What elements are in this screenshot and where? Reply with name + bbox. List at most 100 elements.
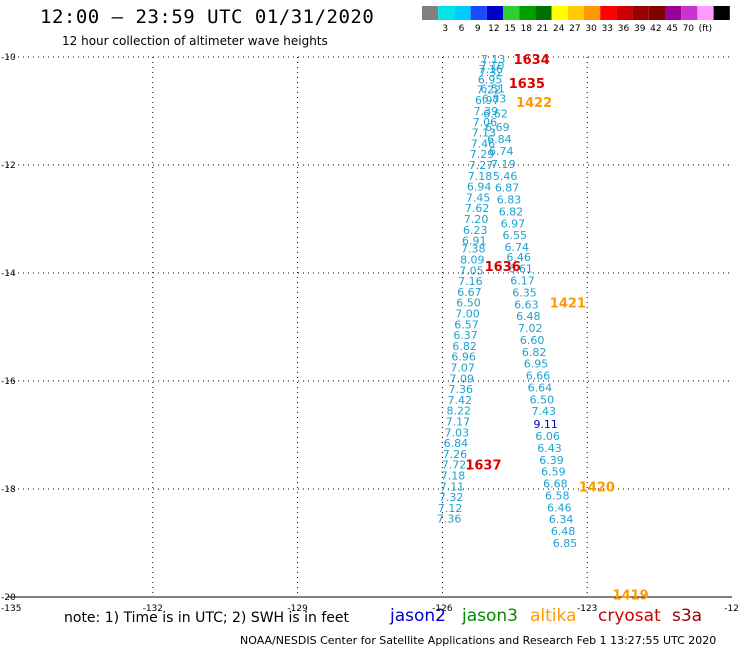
swh-reading: 7.11 — [440, 480, 465, 493]
swh-reading: 6.57 — [454, 318, 479, 331]
swh-reading: 7.45 — [466, 191, 491, 204]
lat-tick-label: -10 — [1, 53, 16, 63]
swh-reading: 6.51 — [480, 82, 505, 95]
lat-lon-grid — [8, 56, 732, 598]
color-legend: 3 6 9 12 15 18 21 24 27 30 33 36 39 42 45 70 (ft) — [422, 6, 730, 34]
legend-swatch — [648, 6, 665, 20]
swh-reading: 6.58 — [545, 489, 570, 502]
lon-tick-label: -12 — [724, 604, 739, 614]
swh-reading: 7.03 — [445, 426, 470, 439]
satellite-jason3-label: jason3 — [462, 606, 518, 626]
legend-swatch — [697, 6, 714, 20]
lat-tick-label: -20 — [1, 593, 16, 603]
lat-tick-label: -14 — [1, 269, 16, 279]
swh-reading: 6.84 — [444, 437, 469, 450]
pass-time-label: 1421 — [550, 297, 586, 312]
page-subtitle: 12 hour collection of altimeter wave hei… — [62, 34, 328, 48]
legend-tick: 6 — [459, 24, 465, 34]
legend-unit: (ft) — [699, 24, 713, 34]
legend-swatch — [567, 6, 584, 20]
swh-reading: 7.02 — [518, 322, 543, 335]
credits-footer: NOAA/NESDIS Center for Satellite Applica… — [240, 634, 717, 647]
swh-reading: 6.95 — [478, 74, 503, 87]
swh-reading: 5.46 — [493, 170, 518, 183]
swh-reading: 6.82 — [452, 340, 477, 353]
swh-reading: 6.06 — [535, 430, 560, 443]
swh-reading: 6.74 — [504, 241, 529, 254]
swh-reading: 7.07 — [450, 362, 475, 375]
swh-reading: 7.05 — [459, 264, 484, 277]
legend-tick: 9 — [475, 24, 481, 34]
swh-reading: 7.22 — [476, 83, 501, 96]
swh-reading: 6.48 — [516, 310, 541, 323]
swh-reading: 6.64 — [528, 381, 553, 394]
pass-time-label: 1636 — [485, 260, 521, 275]
swh-reading: 6.17 — [510, 275, 535, 288]
swh-reading: 6.66 — [526, 370, 551, 383]
swh-reading: 7.42 — [448, 394, 473, 407]
legend-swatch — [519, 6, 536, 20]
swh-reading: 6.37 — [453, 329, 478, 342]
lat-tick-label: -16 — [1, 377, 16, 387]
legend-tick: 45 — [666, 24, 677, 34]
swh-reading: 6.97 — [475, 94, 500, 107]
lat-tick-label: -18 — [1, 485, 16, 495]
swh-reading: 6.63 — [514, 298, 539, 311]
satellite-cryosat-label: cryosat — [598, 606, 661, 626]
swh-reading: 7.16 — [478, 63, 503, 76]
legend-swatch — [681, 6, 698, 20]
legend-tick: 15 — [504, 24, 515, 34]
swh-reading: 7.19 — [491, 158, 516, 171]
legend-tick: 12 — [488, 24, 499, 34]
swh-reading: 8.22 — [447, 405, 472, 418]
swh-reading: 6.69 — [485, 121, 510, 134]
swh-reading: 6.67 — [457, 286, 482, 299]
swh-reading: 6.50 — [530, 393, 555, 406]
swh-reading: 6.83 — [497, 194, 522, 207]
swh-reading: 6.46 — [547, 501, 572, 514]
swh-reading: 7.00 — [455, 308, 480, 321]
swh-reading: 8.09 — [460, 254, 485, 267]
legend-tick: 27 — [569, 24, 580, 34]
legend-swatch — [454, 6, 471, 20]
legend-swatch — [503, 6, 520, 20]
swh-reading: 6.43 — [537, 442, 562, 455]
swh-reading: 6.96 — [451, 351, 476, 364]
swh-reading: 9.11 — [533, 418, 558, 431]
pass-time-label: 1420 — [579, 480, 615, 495]
legend-swatch — [616, 6, 633, 20]
legend-tick: 24 — [553, 24, 565, 34]
lon-tick-label: -123 — [577, 604, 597, 614]
swh-reading: 6.35 — [512, 286, 537, 299]
swh-reading: 7.18 — [441, 470, 466, 483]
legend-swatch — [438, 6, 455, 20]
lat-tick-label: -12 — [1, 161, 16, 171]
legend-swatch — [486, 6, 503, 20]
swh-reading: 6.91 — [462, 235, 487, 248]
swh-reading: 6.34 — [549, 513, 574, 526]
wave-height-readings: 7.137.107.326.957.226.977.397.067.137.46… — [437, 53, 577, 550]
legend-swatch — [551, 6, 568, 20]
pass-time-label: 1637 — [465, 459, 501, 474]
legend-swatch — [600, 6, 617, 20]
swh-reading: 6.60 — [520, 334, 545, 347]
swh-reading: 6.82 — [499, 205, 524, 218]
swh-reading: 6.87 — [495, 182, 520, 195]
swh-reading: 7.46 — [471, 137, 496, 150]
legend-swatch — [422, 6, 439, 20]
swh-reading: 6.61 — [508, 263, 533, 276]
pass-time-label: 1422 — [516, 96, 552, 111]
swh-reading: 7.26 — [443, 448, 468, 461]
swh-reading: 7.13 — [481, 53, 506, 66]
swh-reading: 7.29 — [470, 148, 495, 161]
swh-reading: 6.39 — [539, 454, 564, 467]
swh-reading: 7.32 — [439, 491, 464, 504]
swh-reading: 7.18 — [468, 170, 493, 183]
legend-tick: 42 — [650, 24, 661, 34]
pass-time-label: 1634 — [514, 53, 550, 68]
legend-swatch — [535, 6, 552, 20]
swh-reading: 6.68 — [543, 478, 568, 491]
legend-swatch — [584, 6, 601, 20]
